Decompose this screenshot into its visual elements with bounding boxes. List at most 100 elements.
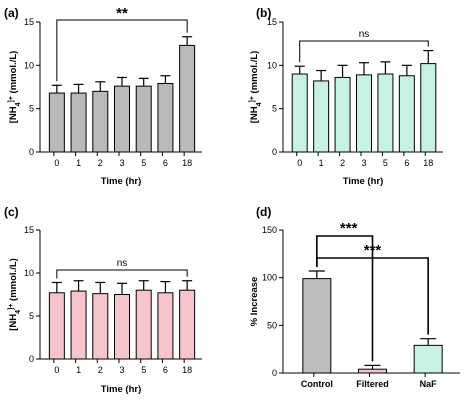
bar [48, 92, 65, 153]
x-tick-label: 1 [319, 158, 324, 168]
significance-bracket [299, 40, 429, 63]
bar [356, 74, 372, 153]
x-tick-label: 6 [163, 158, 168, 168]
bar [413, 344, 443, 374]
y-axis-title: % Increase [249, 277, 260, 327]
bar [48, 292, 65, 360]
x-tick-label: 18 [423, 158, 433, 168]
significance-bracket [56, 19, 188, 82]
y-axis-title-part: [NH [8, 314, 19, 331]
y-axis-title-part: (mmol./L) [249, 51, 260, 96]
x-tick-label: 2 [340, 158, 345, 168]
bar [92, 90, 109, 153]
y-tick-label: 0 [272, 368, 277, 378]
y-tick-label: 100 [262, 273, 277, 283]
x-axis-title: Time (hr) [101, 384, 141, 395]
y-tick-label: 0 [29, 147, 34, 157]
y-tick-label: 0 [272, 147, 277, 157]
x-tick-label: 2 [98, 365, 103, 375]
bar [179, 289, 196, 360]
panel-label: (a) [4, 6, 19, 20]
bar [302, 278, 332, 374]
bar [70, 290, 87, 360]
bar [179, 44, 196, 153]
x-tick-label: 18 [182, 158, 192, 168]
y-tick-label: 10 [24, 60, 34, 70]
x-axis-title: Time (hr) [101, 176, 141, 187]
panel-label: (d) [256, 205, 271, 219]
y-tick-label: 10 [267, 60, 277, 70]
significance-label: ns [117, 258, 128, 269]
bar [313, 80, 330, 153]
significance-label: ns [359, 29, 370, 40]
y-axis-title-part: [NH [8, 106, 19, 123]
significance-label: *** [340, 220, 358, 237]
y-tick-label: 0 [29, 354, 34, 364]
bar [358, 368, 387, 374]
bar [291, 73, 308, 153]
y-tick-label: 50 [267, 320, 277, 330]
bar [114, 85, 130, 153]
significance-bracket [56, 269, 188, 279]
y-axis-title-part: [NH [249, 106, 260, 123]
x-tick-label: 6 [163, 365, 168, 375]
bar [92, 293, 109, 360]
y-tick-label: 5 [29, 104, 34, 114]
chart-panel-c: (c) 0 5 10 15 0 1 2 3 5 6 18 Time (hr) [NH4]+ (mmol./… [4, 205, 202, 395]
significance-bracket [316, 257, 429, 335]
bar [377, 73, 394, 153]
y-axis-title-sup: ]+ [8, 96, 15, 102]
y-tick-label: 5 [272, 104, 277, 114]
significance-label: *** [364, 242, 382, 259]
x-tick-label: Filtered [356, 379, 389, 389]
x-tick-label: 0 [54, 365, 59, 375]
bar [70, 92, 87, 153]
y-axis-title-sup: ]+ [8, 304, 15, 310]
significance-label: ** [116, 5, 128, 22]
chart-panel-d: (d) 0 50 100 150 Control Filtered NaF % Increase… [249, 205, 460, 389]
x-tick-label: 3 [119, 365, 124, 375]
x-tick-label: 3 [119, 158, 124, 168]
y-tick-label: 15 [24, 17, 34, 27]
x-tick-label: 5 [383, 158, 388, 168]
bar [135, 289, 152, 360]
x-tick-label: 2 [98, 158, 103, 168]
x-tick-label: Control [301, 379, 333, 389]
y-tick-label: 10 [24, 268, 34, 278]
y-axis-title-sup: ]+ [249, 96, 256, 102]
x-tick-label: 5 [141, 365, 146, 375]
x-tick-label: 0 [297, 158, 302, 168]
y-axis-title-part: (mmol./L) [8, 258, 19, 303]
x-tick-label: NaF [420, 379, 438, 389]
y-axis-title-sub: 4 [256, 102, 263, 106]
chart-panel-b: (b) 0 5 10 15 0 1 2 3 5 6 18 Time (hr) [NH4]+ (mmol./… [249, 6, 443, 187]
significance-bracket [316, 235, 374, 362]
bar [157, 292, 174, 360]
x-tick-label: 5 [141, 158, 146, 168]
x-tick-label: 0 [54, 158, 59, 168]
y-tick-label: 5 [29, 311, 34, 321]
y-axis-title-part: (mmol./L) [8, 51, 19, 96]
bar [420, 63, 437, 153]
bar [398, 75, 415, 153]
y-axis-title: [NH4]+ (mmol./L) [8, 258, 22, 331]
x-tick-label: 18 [182, 365, 192, 375]
y-tick-label: 15 [267, 17, 277, 27]
x-tick-label: 6 [404, 158, 409, 168]
x-tick-label: 1 [76, 158, 81, 168]
x-tick-label: 3 [361, 158, 366, 168]
x-axis-title: Time (hr) [343, 176, 383, 187]
bar [135, 85, 152, 153]
x-tick-label: 1 [76, 365, 81, 375]
y-axis-title: [NH4]+ (mmol./L) [249, 51, 263, 124]
bar [114, 294, 130, 360]
panel-label: (c) [4, 205, 19, 219]
y-tick-label: 150 [262, 225, 277, 235]
y-axis-title-sub: 4 [15, 102, 22, 106]
chart-panel-a: (a) 0 5 10 15 0 1 2 3 5 6 18 Time (hr) [NH4]+ (mmol./… [4, 5, 202, 187]
y-axis-title: [NH4]+ (mmol./L) [8, 51, 22, 124]
bar [334, 76, 351, 153]
y-axis-title-sub: 4 [15, 310, 22, 314]
bar [157, 83, 174, 153]
